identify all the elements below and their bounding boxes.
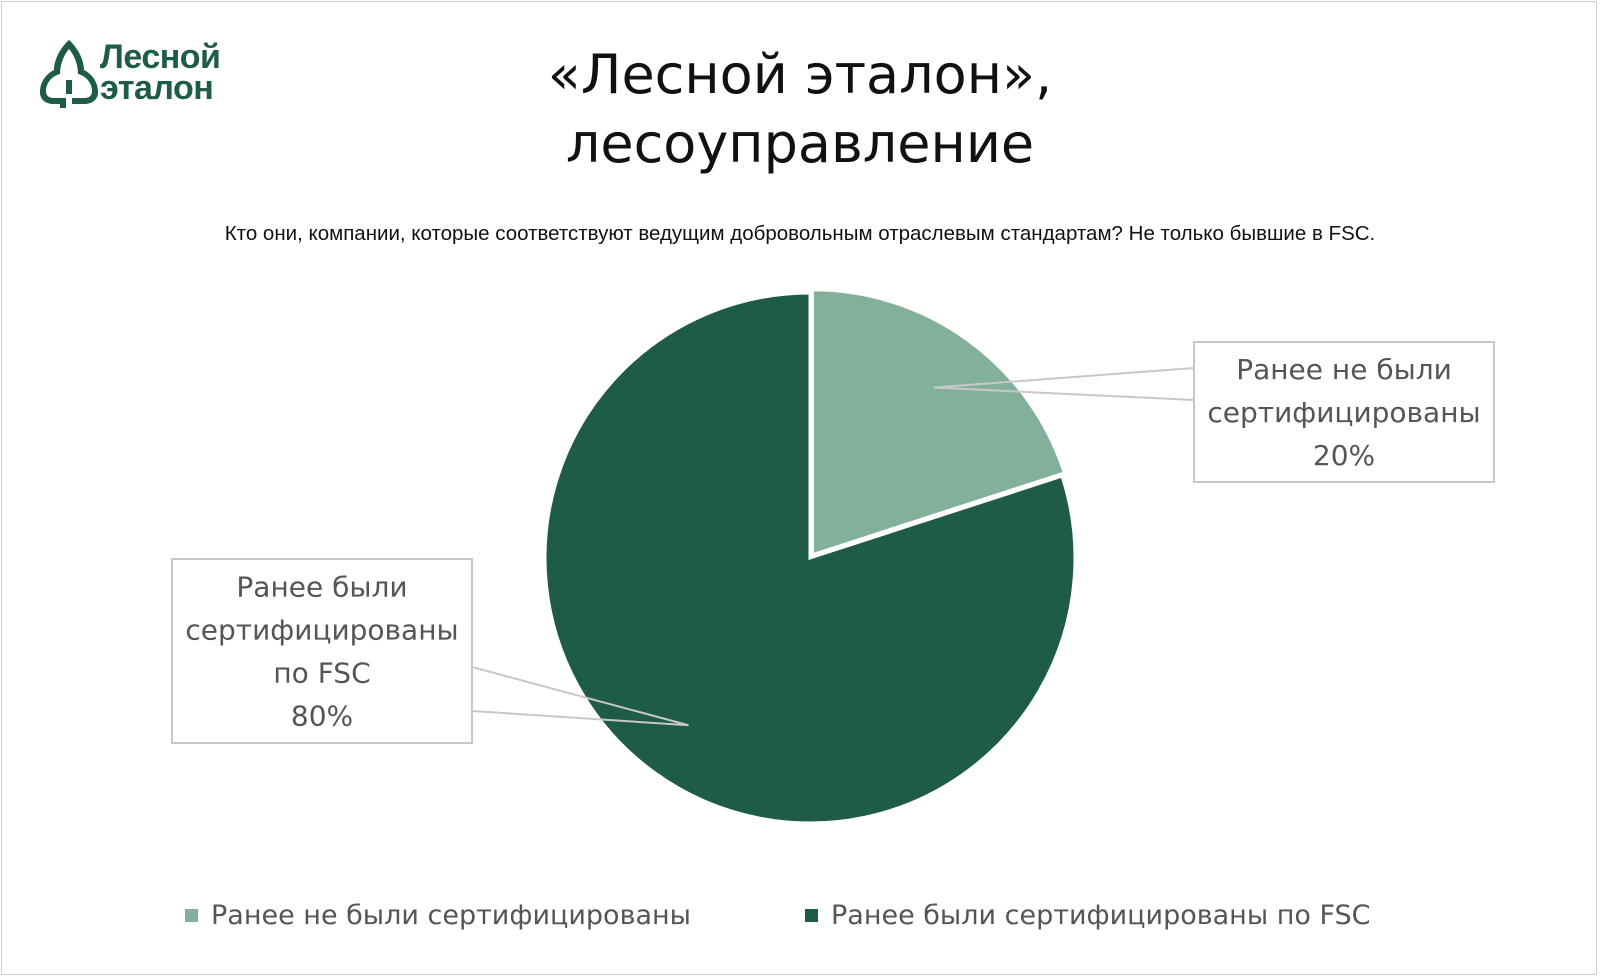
page-title: «Лесной эталон», лесоуправление bbox=[300, 40, 1300, 178]
legend-label: Ранее не были сертифицированы bbox=[211, 900, 692, 931]
legend-item-2: Ранее были сертифицированы по FSC bbox=[805, 900, 1371, 931]
pie-slice-2 bbox=[543, 291, 1077, 825]
logo-line-1: Лесной bbox=[100, 38, 221, 76]
label-box bbox=[1193, 341, 1495, 483]
legend-label: Ранее были сертифицированы по FSC bbox=[831, 900, 1371, 931]
data-label-2: Ранее были сертифицированы по FSC 80% bbox=[171, 558, 689, 744]
data-label-text: Ранее были bbox=[236, 571, 407, 604]
legend-swatch bbox=[805, 909, 818, 922]
chart-legend: Ранее не были сертифицированы Ранее были … bbox=[0, 900, 1600, 940]
label-leader-line bbox=[933, 367, 1195, 401]
title-line-2: лесоуправление bbox=[565, 112, 1035, 175]
data-label-text: сертифицированы bbox=[1207, 396, 1480, 429]
label-box bbox=[171, 558, 473, 744]
data-label-text: Ранее не были bbox=[1236, 353, 1452, 386]
pie-slice-1 bbox=[810, 288, 1067, 557]
data-label-1: Ранее не были сертифицированы 20% bbox=[933, 341, 1495, 483]
title-line-1: «Лесной эталон», bbox=[547, 43, 1053, 106]
data-label-text: сертифицированы bbox=[185, 614, 458, 647]
data-label-text: по FSC bbox=[273, 657, 370, 690]
logo-line-2: эталон bbox=[100, 69, 214, 107]
data-label-text: 80% bbox=[291, 700, 353, 733]
label-leader-line bbox=[471, 666, 689, 727]
legend-item-1: Ранее не были сертифицированы bbox=[185, 900, 691, 931]
logo: Лесной эталон bbox=[38, 38, 258, 112]
chart-subtitle: Кто они, компании, которые соответствуют… bbox=[224, 222, 1376, 245]
logo-wordmark: Лесной эталон bbox=[100, 38, 221, 107]
data-label-text: 20% bbox=[1313, 439, 1375, 472]
tree-icon bbox=[40, 40, 98, 108]
legend-swatch bbox=[185, 909, 198, 922]
